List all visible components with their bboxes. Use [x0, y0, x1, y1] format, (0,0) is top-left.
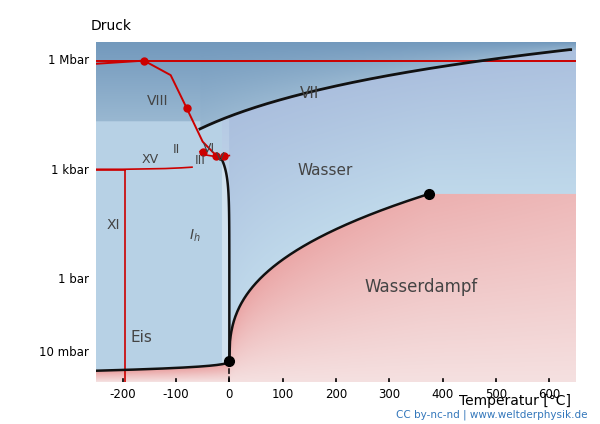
Text: XI: XI	[106, 218, 120, 232]
Text: 600: 600	[538, 388, 560, 401]
Text: 300: 300	[378, 388, 400, 401]
Text: 0: 0	[226, 388, 233, 401]
Text: $I_h$: $I_h$	[189, 228, 200, 244]
Text: VII: VII	[299, 86, 319, 101]
Text: VIII: VIII	[146, 94, 168, 108]
Text: Temperatur [°C]: Temperatur [°C]	[458, 394, 571, 408]
Text: 1 bar: 1 bar	[58, 273, 89, 286]
Text: CC by-nc-nd | www.weltderphysik.de: CC by-nc-nd | www.weltderphysik.de	[397, 409, 588, 420]
Text: -100: -100	[163, 388, 190, 401]
Text: 200: 200	[325, 388, 347, 401]
Text: 500: 500	[485, 388, 507, 401]
Text: VI: VI	[203, 142, 215, 155]
Text: 1 Mbar: 1 Mbar	[48, 54, 89, 67]
Text: V: V	[215, 151, 224, 164]
Text: 1 kbar: 1 kbar	[51, 164, 89, 176]
Text: III: III	[194, 154, 205, 167]
Text: XV: XV	[142, 153, 159, 166]
Text: II: II	[172, 143, 179, 156]
Text: Eis: Eis	[130, 330, 152, 345]
Text: Druck: Druck	[91, 19, 131, 33]
Text: -200: -200	[109, 388, 136, 401]
Text: Wasser: Wasser	[298, 162, 353, 178]
Text: 100: 100	[272, 388, 294, 401]
Text: 10 mbar: 10 mbar	[39, 346, 89, 359]
Text: Wasserdampf: Wasserdampf	[365, 278, 478, 296]
Text: 400: 400	[431, 388, 454, 401]
